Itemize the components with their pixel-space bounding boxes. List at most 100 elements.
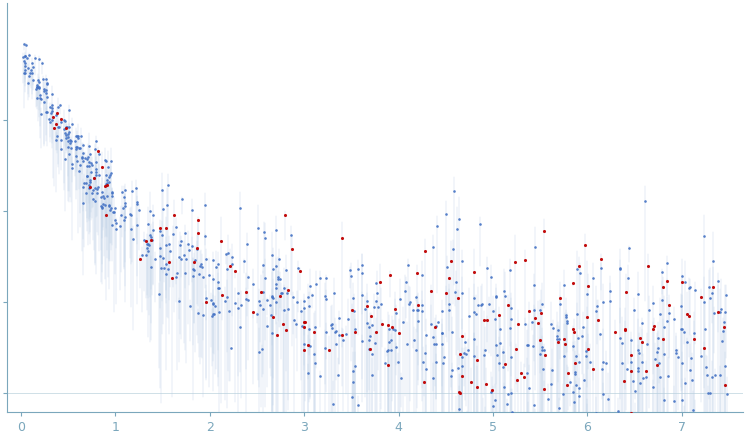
Point (344, 266, 356, 273)
Point (452, 294, 464, 301)
Point (383, 338, 395, 345)
Point (468, 336, 480, 343)
Point (625, 336, 637, 343)
Point (699, 326, 711, 333)
Point (566, 280, 578, 287)
Point (363, 336, 374, 343)
Point (612, 407, 624, 414)
Point (298, 318, 310, 325)
Point (157, 205, 169, 212)
Point (676, 397, 688, 404)
Point (145, 232, 157, 239)
Point (63, 151, 75, 158)
Point (580, 347, 592, 354)
Point (78, 184, 90, 191)
Point (342, 316, 354, 323)
Point (82, 153, 94, 160)
Point (561, 382, 573, 388)
Point (641, 341, 653, 348)
Point (429, 323, 441, 330)
Point (529, 315, 541, 322)
Point (511, 377, 523, 384)
Point (384, 271, 396, 278)
Point (592, 317, 604, 324)
Point (131, 222, 143, 229)
Point (154, 253, 166, 260)
Point (272, 276, 283, 283)
Point (125, 211, 137, 218)
Point (597, 358, 609, 365)
Point (240, 295, 252, 302)
Point (504, 324, 516, 331)
Point (487, 402, 499, 409)
Point (87, 190, 98, 197)
Point (636, 319, 648, 326)
Point (279, 211, 291, 218)
Point (149, 256, 161, 263)
Point (604, 298, 616, 305)
Point (457, 373, 468, 380)
Point (19, 63, 31, 70)
Point (223, 307, 235, 314)
Point (282, 287, 294, 294)
Point (347, 294, 359, 301)
Point (31, 85, 43, 92)
Point (374, 412, 386, 419)
Point (71, 157, 83, 164)
Point (84, 151, 96, 158)
Point (164, 247, 176, 254)
Point (390, 309, 402, 316)
Point (73, 144, 85, 151)
Point (87, 187, 99, 194)
Point (233, 205, 245, 212)
Point (374, 278, 386, 285)
Point (310, 323, 322, 330)
Point (349, 329, 361, 336)
Point (476, 301, 488, 308)
Point (69, 143, 81, 150)
Point (701, 371, 713, 378)
Point (91, 186, 103, 193)
Point (438, 354, 450, 361)
Point (75, 132, 87, 139)
Point (536, 346, 548, 353)
Point (681, 310, 693, 317)
Point (685, 354, 697, 361)
Point (172, 297, 184, 304)
Point (463, 347, 474, 354)
Point (519, 321, 531, 328)
Point (333, 314, 345, 321)
Point (266, 314, 278, 321)
Point (163, 258, 175, 265)
Point (640, 367, 652, 374)
Point (436, 341, 448, 348)
Point (298, 347, 310, 354)
Point (271, 332, 283, 339)
Point (267, 295, 279, 302)
Point (519, 257, 531, 264)
Point (719, 309, 731, 316)
Point (569, 371, 581, 378)
Point (478, 351, 490, 358)
Point (483, 301, 495, 308)
Point (557, 390, 569, 397)
Point (366, 350, 378, 357)
Point (419, 379, 430, 386)
Point (715, 305, 727, 312)
Point (681, 339, 693, 346)
Point (96, 163, 108, 170)
Point (333, 331, 345, 338)
Point (471, 384, 483, 391)
Point (499, 293, 511, 300)
Point (416, 308, 428, 315)
Point (251, 310, 263, 317)
Point (417, 359, 429, 366)
Point (504, 304, 516, 311)
Point (51, 110, 63, 117)
Point (46, 90, 58, 97)
Point (683, 312, 695, 319)
Point (446, 328, 458, 335)
Point (468, 308, 480, 315)
Point (634, 379, 646, 386)
Point (72, 133, 84, 140)
